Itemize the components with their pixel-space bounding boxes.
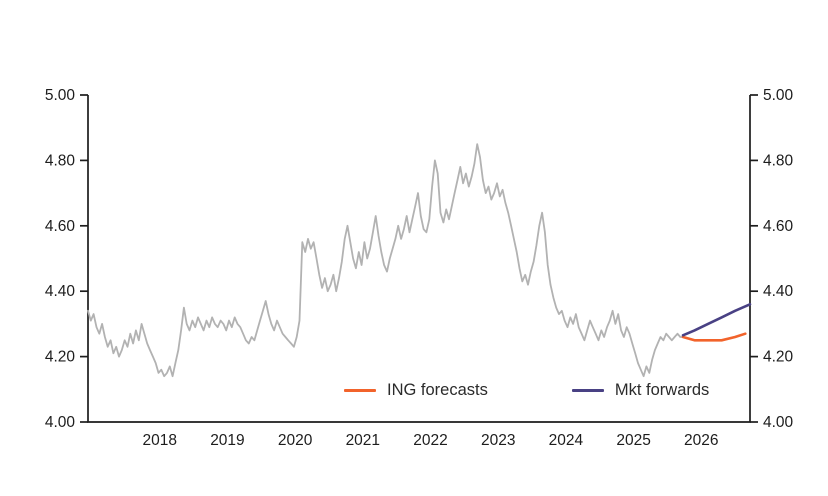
svg-text:4.40: 4.40 [45,283,76,300]
svg-text:4.20: 4.20 [45,349,76,366]
svg-text:4.00: 4.00 [763,414,794,431]
svg-text:2022: 2022 [413,432,447,449]
svg-text:2025: 2025 [616,432,650,449]
svg-text:4.60: 4.60 [763,218,794,235]
ing-forecasts-line-swatch [344,389,376,392]
legend-label-ing-forecasts: ING forecasts [387,381,488,399]
svg-text:5.00: 5.00 [763,87,794,104]
mkt-forwards-line-swatch [571,389,604,392]
svg-text:4.80: 4.80 [45,152,76,169]
svg-text:2026: 2026 [684,432,718,449]
svg-text:2019: 2019 [210,432,244,449]
svg-text:2024: 2024 [549,432,584,449]
svg-text:2023: 2023 [481,432,515,449]
legend-item-ing-forecasts: ING forecasts [344,381,488,400]
svg-text:4.40: 4.40 [763,283,794,300]
svg-text:2018: 2018 [143,432,177,449]
svg-text:4.20: 4.20 [763,349,794,366]
legend-label-mkt-forwards: Mkt forwards [614,381,710,399]
svg-text:4.00: 4.00 [45,414,76,431]
svg-text:2021: 2021 [346,432,380,449]
svg-text:5.00: 5.00 [45,87,76,104]
svg-text:4.80: 4.80 [763,152,794,169]
legend-item-mkt-forwards: Mkt forwards [571,381,710,400]
svg-text:2020: 2020 [278,432,313,449]
svg-text:4.60: 4.60 [45,218,76,235]
chart-legend: ING forecasts Mkt forwards [344,381,709,400]
